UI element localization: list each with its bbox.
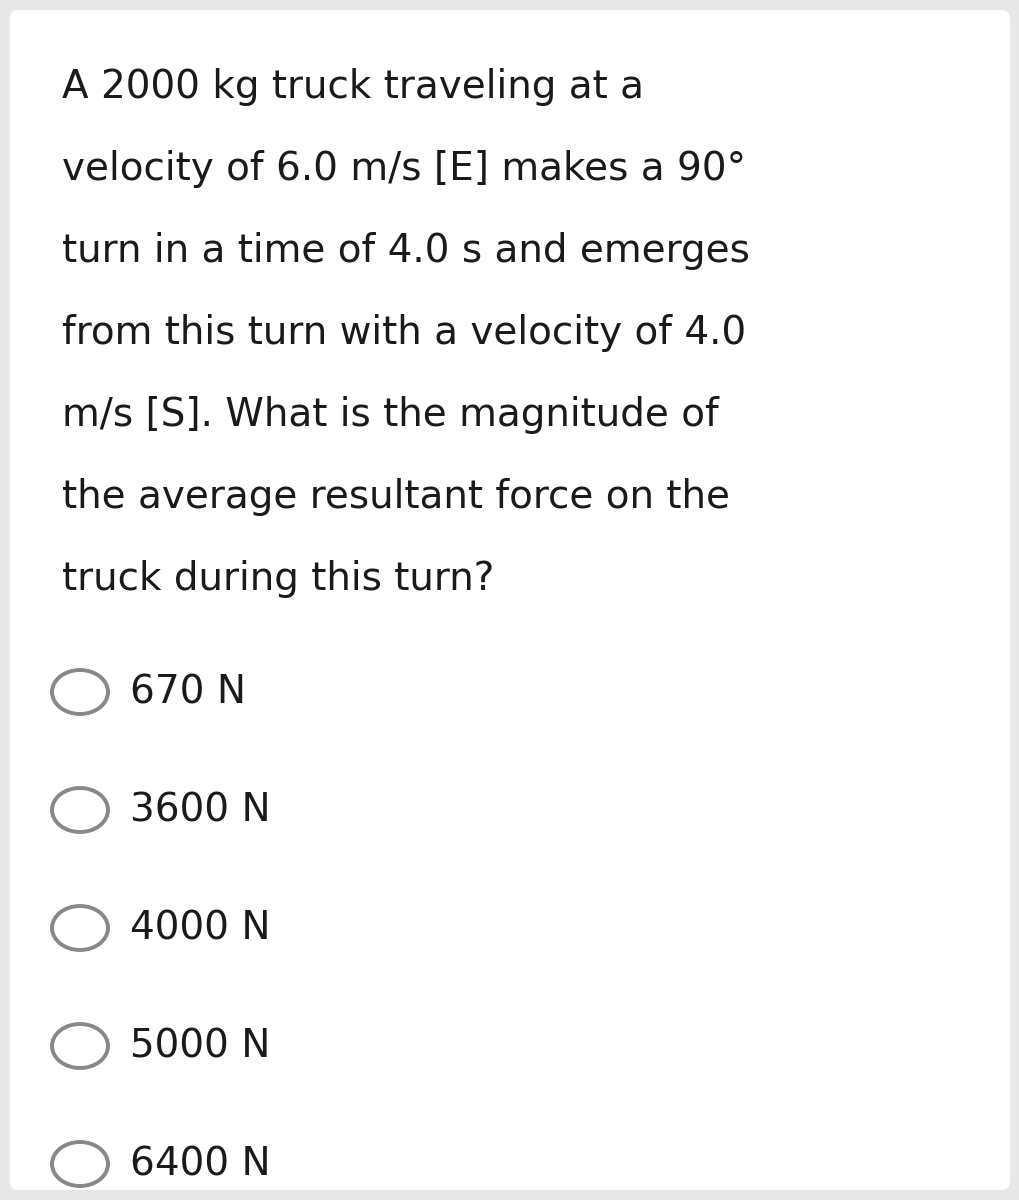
Text: A 2000 kg truck traveling at a: A 2000 kg truck traveling at a [62,68,643,106]
Text: m/s [S]. What is the magnitude of: m/s [S]. What is the magnitude of [62,396,718,434]
Text: 5000 N: 5000 N [129,1027,270,1066]
FancyBboxPatch shape [10,10,1009,1190]
Text: truck during this turn?: truck during this turn? [62,560,494,598]
Text: 4000 N: 4000 N [129,910,270,947]
Text: 6400 N: 6400 N [129,1145,270,1183]
Text: the average resultant force on the: the average resultant force on the [62,478,730,516]
Text: 670 N: 670 N [129,673,246,710]
Text: velocity of 6.0 m/s [E] makes a 90°: velocity of 6.0 m/s [E] makes a 90° [62,150,745,188]
Text: from this turn with a velocity of 4.0: from this turn with a velocity of 4.0 [62,314,746,352]
Text: turn in a time of 4.0 s and emerges: turn in a time of 4.0 s and emerges [62,232,749,270]
Text: 3600 N: 3600 N [129,791,270,829]
